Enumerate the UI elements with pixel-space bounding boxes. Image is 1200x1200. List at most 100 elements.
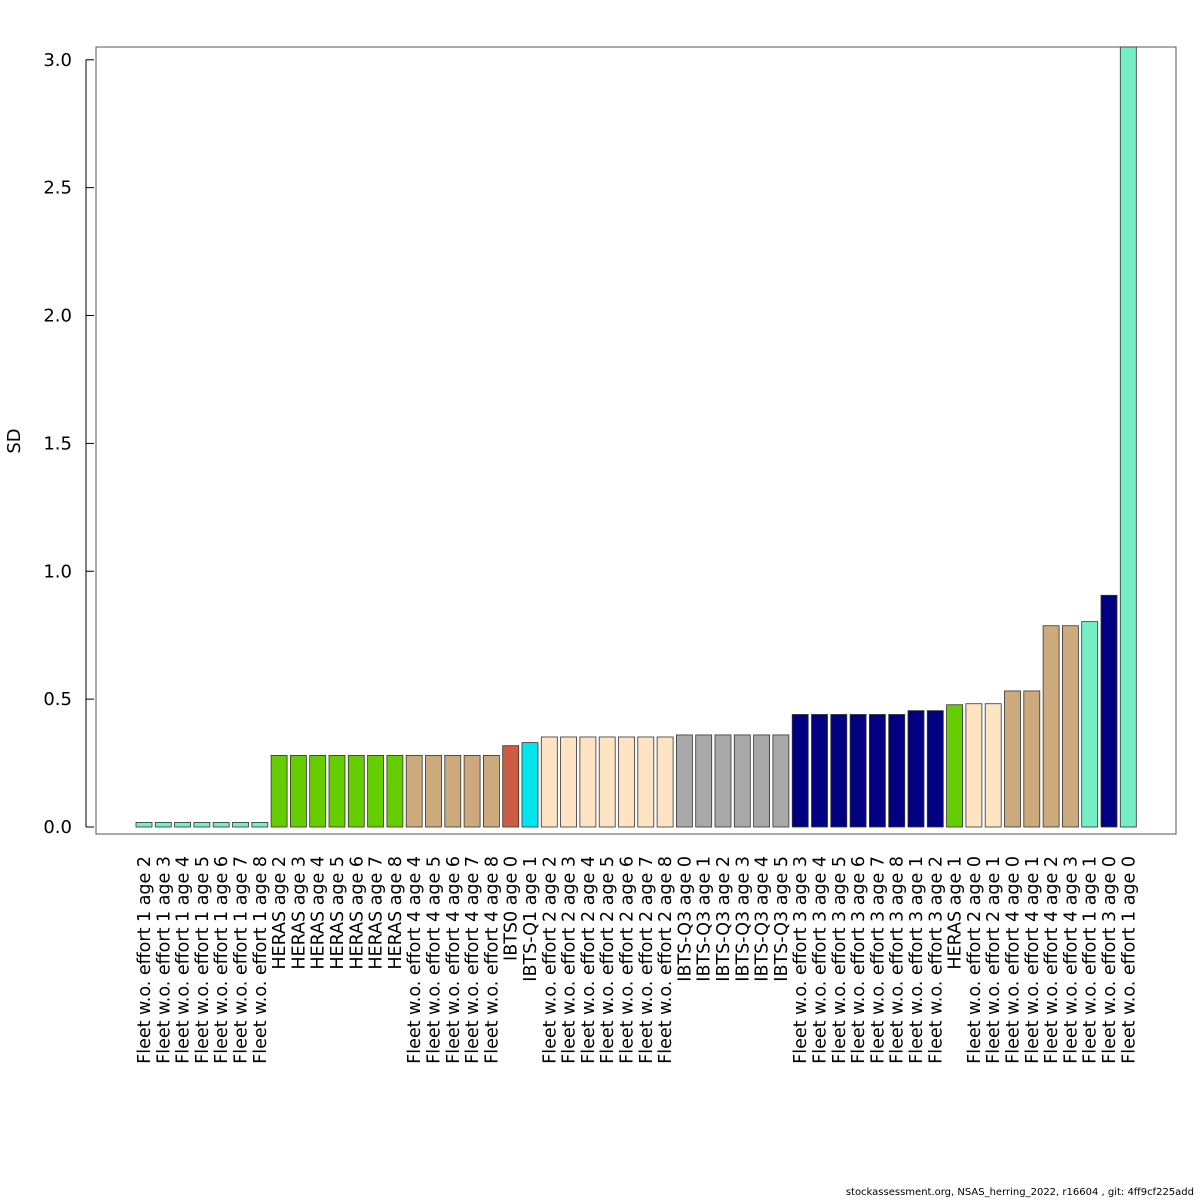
category-label: Fleet w.o. effort 1 age 7 (232, 856, 252, 1064)
bar (193, 821, 211, 828)
category-label: Fleet w.o. effort 3 age 4 (811, 856, 831, 1064)
y-tick-label: 2.5 (43, 178, 72, 199)
bar (965, 703, 983, 828)
footer-credit: stockassessment.org, NSAS_herring_2022, … (845, 1187, 1194, 1198)
bar (830, 714, 848, 828)
bar (540, 736, 558, 828)
category-label: Fleet w.o. effort 2 age 7 (637, 856, 657, 1064)
bar (849, 714, 867, 828)
category-label: Fleet w.o. effort 3 age 3 (791, 856, 811, 1064)
category-label: Fleet w.o. effort 4 age 6 (444, 856, 464, 1064)
bar (637, 736, 655, 828)
y-tick-label: 2.0 (43, 306, 72, 327)
category-label: IBTS-Q3 age 4 (753, 856, 773, 982)
bar (386, 754, 404, 828)
y-axis: 0.0 0.5 1.0 1.5 2.0 2.5 3.0 (43, 50, 94, 838)
bar (791, 714, 809, 828)
category-label: Fleet w.o. effort 2 age 4 (579, 856, 599, 1064)
category-labels: Fleet w.o. effort 1 age 2 Fleet w.o. effo… (135, 856, 1139, 1064)
category-label: HERAS age 7 (367, 856, 387, 970)
bar (1023, 690, 1041, 828)
category-label: Fleet w.o. effort 2 age 1 (984, 856, 1004, 1064)
category-label: Fleet w.o. effort 2 age 2 (540, 856, 560, 1064)
bar (946, 704, 963, 828)
category-label: IBTS-Q3 age 5 (772, 856, 792, 982)
bar (154, 821, 172, 828)
bar (482, 754, 500, 828)
y-axis-title: SD (4, 428, 25, 453)
bar (1042, 625, 1060, 828)
bar (811, 714, 828, 828)
bar (618, 736, 635, 828)
bar (251, 821, 269, 828)
bar (695, 734, 713, 828)
bar (1119, 46, 1137, 828)
y-tick-label: 0.0 (43, 817, 72, 838)
bar (425, 754, 442, 828)
category-label: Fleet w.o. effort 4 age 1 (1023, 856, 1043, 1064)
category-label: Fleet w.o. effort 2 age 0 (965, 856, 985, 1064)
category-label: IBTS-Q3 age 0 (675, 856, 695, 982)
bar (1062, 625, 1079, 828)
category-label: Fleet w.o. effort 3 age 6 (849, 856, 869, 1064)
category-label: HERAS age 3 (289, 856, 309, 970)
bar (444, 754, 462, 828)
bar (347, 754, 365, 828)
category-label: Fleet w.o. effort 1 age 3 (154, 856, 174, 1064)
category-label: Fleet w.o. effort 3 age 1 (907, 856, 927, 1064)
category-label: Fleet w.o. effort 1 age 8 (251, 856, 271, 1064)
category-label: Fleet w.o. effort 4 age 7 (463, 856, 483, 1064)
category-label: Fleet w.o. effort 1 age 1 (1081, 856, 1101, 1064)
y-tick-label: 1.5 (43, 433, 72, 454)
category-label: IBTS0 age 0 (502, 856, 522, 961)
category-label: Fleet w.o. effort 1 age 0 (1119, 856, 1139, 1064)
category-label: Fleet w.o. effort 3 age 8 (888, 856, 908, 1064)
category-label: Fleet w.o. effort 4 age 8 (482, 856, 502, 1064)
y-tick-label: 3.0 (43, 50, 72, 71)
category-label: IBTS-Q3 age 1 (695, 856, 715, 982)
category-label: Fleet w.o. effort 1 age 5 (193, 856, 213, 1064)
category-label: Fleet w.o. effort 3 age 5 (830, 856, 850, 1064)
bar (309, 754, 327, 828)
category-label: HERAS age 5 (328, 856, 348, 970)
category-label: Fleet w.o. effort 4 age 2 (1042, 856, 1062, 1064)
bar (676, 734, 693, 828)
bar (270, 754, 288, 828)
bar (405, 754, 423, 828)
bar (328, 754, 346, 828)
category-label: Fleet w.o. effort 3 age 2 (926, 856, 946, 1064)
bars (135, 46, 1137, 828)
bar (1081, 621, 1099, 828)
bar (869, 714, 886, 828)
bar (560, 736, 577, 828)
category-label: Fleet w.o. effort 2 age 6 (618, 856, 638, 1064)
category-label: Fleet w.o. effort 1 age 2 (135, 856, 155, 1064)
bar (656, 736, 674, 828)
bar (753, 734, 770, 828)
category-label: Fleet w.o. effort 3 age 7 (868, 856, 888, 1064)
bar (772, 734, 790, 828)
category-label: IBTS-Q3 age 2 (714, 856, 734, 982)
bar (174, 821, 192, 828)
bar (984, 703, 1002, 828)
plot-frame (95, 46, 1177, 835)
category-label: HERAS age 2 (270, 856, 290, 970)
category-label: HERAS age 4 (309, 856, 329, 970)
bar (1100, 594, 1118, 828)
category-label: Fleet w.o. effort 3 age 0 (1100, 856, 1120, 1064)
bar (212, 821, 230, 828)
bar (579, 736, 597, 828)
bar (521, 742, 539, 828)
category-label: Fleet w.o. effort 1 age 6 (212, 856, 232, 1064)
category-label: IBTS-Q3 age 3 (733, 856, 753, 982)
category-label: Fleet w.o. effort 4 age 0 (1004, 856, 1024, 1064)
bar (907, 710, 925, 828)
bar (733, 734, 751, 828)
category-label: Fleet w.o. effort 2 age 8 (656, 856, 676, 1064)
category-label: Fleet w.o. effort 4 age 4 (405, 856, 425, 1064)
bar (598, 736, 616, 828)
bar (289, 754, 307, 828)
bar (1004, 690, 1021, 828)
category-label: Fleet w.o. effort 4 age 3 (1061, 856, 1081, 1064)
